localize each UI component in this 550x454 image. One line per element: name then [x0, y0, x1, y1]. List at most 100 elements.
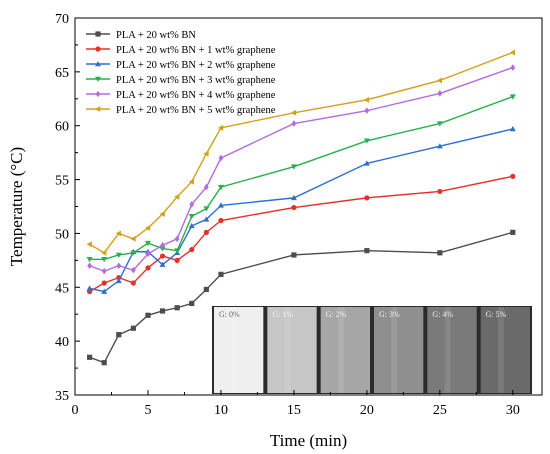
- inset-sample-0: G: 0%: [214, 307, 264, 393]
- legend-item-4: PLA + 20 wt% BN + 3 wt% graphene: [86, 75, 276, 86]
- data-point: [436, 143, 443, 149]
- inset-sample-strip: [374, 307, 424, 393]
- data-point: [363, 138, 370, 144]
- data-point: [145, 312, 151, 318]
- inset-sample-highlight: [284, 307, 291, 393]
- data-point: [217, 184, 224, 191]
- inset-photo-background: [212, 306, 532, 394]
- inset-sample-strip: [267, 307, 317, 393]
- data-point: [101, 360, 107, 366]
- data-point: [509, 49, 516, 56]
- inset-sample-2: G: 2%: [320, 307, 370, 393]
- data-point: [130, 250, 137, 256]
- legend-label: PLA + 20 wt% BN + 1 wt% graphene: [116, 45, 276, 56]
- inset-sample-label: G: 3%: [379, 310, 400, 319]
- data-point: [203, 229, 209, 235]
- data-point: [144, 240, 151, 247]
- legend-item-3: PLA + 20 wt% BN + 2 wt% graphene: [86, 60, 276, 71]
- data-point: [290, 109, 297, 116]
- data-point: [291, 252, 297, 258]
- data-point: [86, 354, 93, 360]
- data-point: [95, 31, 101, 37]
- data-point: [95, 46, 101, 52]
- data-point: [101, 267, 107, 275]
- x-axis-label: Time (min): [270, 431, 347, 450]
- legend: PLA + 20 wt% BN PLA + 20 wt% BN + 1 wt% g…: [86, 30, 276, 116]
- data-point: [174, 248, 181, 254]
- inset-sample-highlight: [337, 307, 344, 393]
- legend-item-6: PLA + 20 wt% BN + 5 wt% graphene: [86, 105, 276, 116]
- inset-sample-strip: [214, 307, 264, 393]
- x-tick-label: 10: [214, 403, 228, 418]
- inset-sample-3: G: 3%: [374, 307, 424, 393]
- x-tick-label: 20: [360, 403, 374, 418]
- data-point: [159, 211, 165, 218]
- data-point: [101, 288, 108, 294]
- sample-photo-inset: G: 0% G: 1% G: 2% G: 3% G: 4% G: 5%: [212, 306, 532, 394]
- x-tick-label: 30: [506, 403, 520, 418]
- data-point: [436, 77, 443, 84]
- data-point: [145, 250, 151, 258]
- data-point: [436, 121, 443, 127]
- data-point: [95, 76, 101, 82]
- data-point: [510, 229, 516, 235]
- data-point: [115, 277, 122, 284]
- x-tick-label: 25: [433, 403, 447, 418]
- data-point: [144, 225, 151, 232]
- legend-label: PLA + 20 wt% BN + 3 wt% graphene: [116, 75, 276, 86]
- data-point: [115, 230, 122, 237]
- inset-sample-strip: [320, 307, 370, 393]
- data-point: [101, 249, 107, 256]
- y-tick-label: 45: [55, 281, 69, 296]
- x-tick-label: 0: [72, 403, 79, 418]
- legend-item-1: PLA + 20 wt% BN: [86, 30, 196, 41]
- data-point: [509, 125, 516, 132]
- data-point: [437, 188, 443, 195]
- series-line: [89, 128, 513, 293]
- inset-sample-label: G: 1%: [272, 310, 293, 319]
- series-line: [89, 66, 514, 272]
- data-point: [188, 222, 195, 229]
- y-tick-label: 40: [55, 335, 69, 350]
- series-1: [86, 229, 516, 366]
- y-tick-label: 50: [55, 227, 69, 242]
- y-axis-label: Temperature (°C): [7, 147, 26, 266]
- legend-label: PLA + 20 wt% BN + 2 wt% graphene: [116, 60, 276, 71]
- data-point: [510, 64, 516, 71]
- data-point: [509, 94, 516, 100]
- data-point: [159, 246, 166, 252]
- data-point: [86, 241, 92, 248]
- data-point: [218, 217, 224, 224]
- series-layer: [86, 49, 516, 366]
- data-point: [115, 252, 122, 258]
- data-point: [203, 183, 209, 191]
- data-point: [290, 164, 297, 170]
- data-point: [189, 300, 195, 307]
- data-point: [217, 202, 224, 208]
- data-point: [130, 235, 136, 242]
- data-point: [95, 61, 101, 67]
- inset-sample-strip: [480, 307, 530, 393]
- data-point: [174, 305, 180, 311]
- inset-sample-highlight: [444, 307, 451, 393]
- data-point: [364, 195, 370, 201]
- legend-label: PLA + 20 wt% BN + 4 wt% graphene: [116, 90, 276, 101]
- y-tick-label: 70: [55, 12, 69, 27]
- legend-item-2: PLA + 20 wt% BN + 1 wt% graphene: [86, 45, 276, 56]
- data-point: [101, 280, 107, 286]
- data-point: [203, 206, 210, 212]
- data-point: [130, 325, 136, 331]
- y-tick-label: 60: [55, 120, 69, 135]
- data-point: [160, 241, 165, 249]
- legend-label: PLA + 20 wt% BN + 5 wt% graphene: [116, 105, 276, 116]
- data-point: [95, 90, 101, 98]
- series-4: [86, 94, 516, 263]
- x-tick-label: 15: [287, 403, 301, 418]
- inset-sample-5: G: 5%: [480, 307, 530, 393]
- inset-sample-label: G: 2%: [326, 310, 347, 319]
- data-point: [87, 262, 92, 270]
- inset-sample-highlight: [391, 307, 398, 393]
- data-point: [203, 150, 209, 157]
